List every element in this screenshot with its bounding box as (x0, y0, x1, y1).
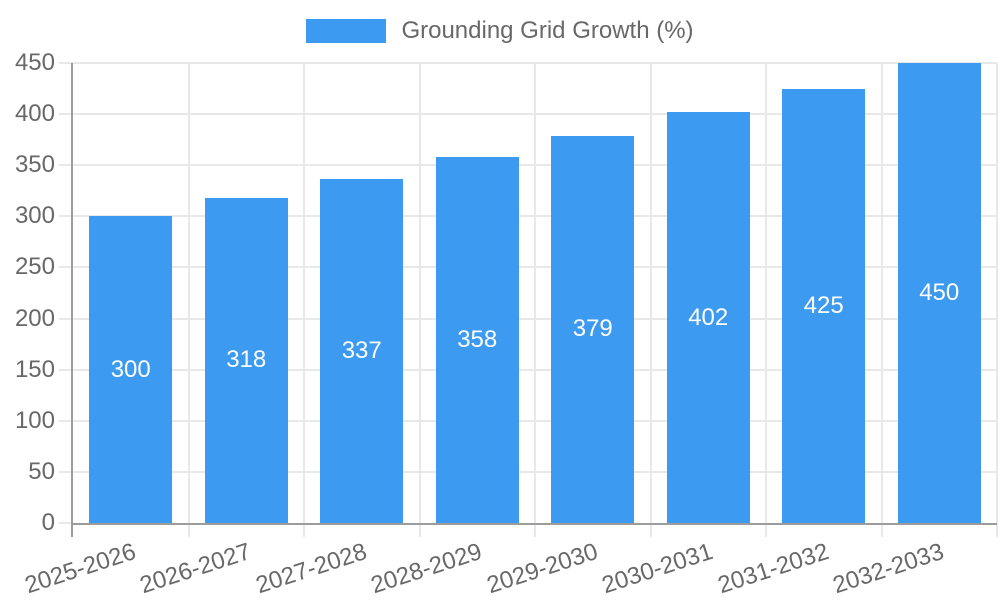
v-gridline (534, 63, 536, 523)
bar[interactable]: 450 (897, 63, 981, 523)
y-axis-label: 50 (28, 457, 55, 485)
y-tick (59, 266, 73, 269)
y-tick (59, 470, 73, 473)
x-axis-label: 2026-2027 (137, 538, 255, 600)
x-axis-label: 2032-2033 (830, 538, 948, 600)
legend-label: Grounding Grid Growth (%) (401, 17, 694, 44)
y-axis-label: 200 (14, 304, 55, 332)
y-axis-label: 400 (14, 100, 55, 128)
y-axis-label: 100 (14, 406, 55, 434)
v-gridline (418, 63, 421, 523)
x-tick (534, 523, 536, 537)
bar-value-label: 450 (919, 279, 960, 306)
v-gridline (649, 63, 652, 523)
bar[interactable]: 425 (782, 88, 866, 523)
y-tick (59, 368, 73, 371)
y-axis-label: 450 (14, 49, 55, 76)
x-tick (880, 523, 883, 537)
y-axis-label: 350 (14, 151, 55, 179)
y-tick (59, 522, 73, 524)
y-axis-label: 250 (14, 253, 55, 281)
v-gridline (187, 63, 190, 523)
x-axis-label: 2031-2032 (714, 538, 833, 600)
y-axis-label: 0 (41, 509, 55, 536)
y-tick (59, 62, 73, 64)
bar[interactable]: 379 (551, 135, 635, 523)
bar-value-label: 337 (341, 336, 382, 364)
bar-value-label: 300 (110, 355, 151, 383)
v-gridline (880, 63, 883, 523)
y-tick (59, 419, 73, 422)
x-axis-line (73, 523, 997, 525)
v-gridline (303, 63, 305, 523)
bar[interactable]: 337 (320, 178, 404, 523)
x-axis-label: 2025-2026 (21, 538, 140, 600)
bar-value-label: 358 (457, 326, 498, 353)
bar[interactable]: 358 (435, 157, 519, 523)
bar[interactable]: 300 (89, 216, 173, 523)
y-axis-label: 300 (14, 202, 55, 230)
x-tick (187, 523, 190, 537)
x-axis-label: 2029-2030 (483, 538, 602, 600)
y-axis-label: 150 (14, 355, 55, 383)
y-tick (59, 215, 73, 218)
y-tick (59, 113, 73, 116)
y-tick (59, 164, 73, 167)
x-axis-label: 2028-2029 (368, 538, 486, 600)
bar[interactable]: 318 (204, 197, 288, 523)
bar[interactable]: 402 (666, 112, 750, 523)
bar-value-label: 425 (803, 291, 844, 319)
legend-swatch (306, 19, 387, 43)
x-axis-label: 2030-2031 (599, 538, 717, 600)
x-tick (996, 523, 998, 537)
x-tick (303, 523, 305, 537)
bar-value-label: 379 (572, 315, 613, 343)
bar-value-label: 318 (226, 346, 267, 374)
legend[interactable]: Grounding Grid Growth (%) (0, 14, 1000, 48)
v-gridline (765, 63, 767, 523)
x-tick (418, 523, 421, 537)
x-axis-label: 2027-2028 (252, 538, 371, 600)
v-gridline (996, 63, 998, 523)
bar-value-label: 402 (688, 303, 729, 331)
y-tick (59, 317, 73, 320)
x-tick (765, 523, 767, 537)
y-axis-line (71, 63, 73, 537)
x-tick (649, 523, 652, 537)
